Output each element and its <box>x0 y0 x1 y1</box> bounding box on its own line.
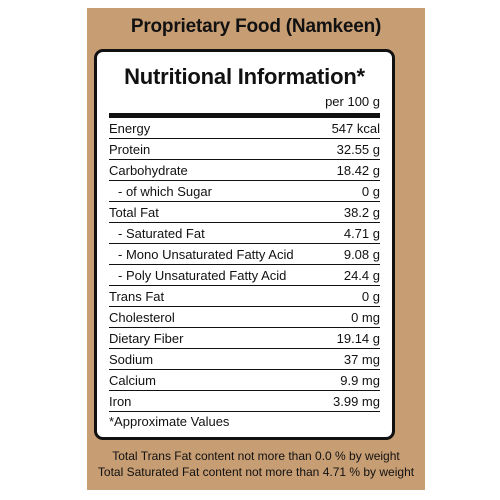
regulatory-notes: Total Trans Fat content not more than 0.… <box>87 448 425 480</box>
nutrient-row: - of which Sugar 0 g <box>109 181 380 202</box>
nutrient-row: Calcium 9.9 mg <box>109 370 380 391</box>
nutrient-name: Total Fat <box>109 204 159 220</box>
nutrient-value: 4.71 g <box>343 225 380 241</box>
nutrient-name: Carbohydrate <box>109 162 188 178</box>
nutrient-row: Protein 32.55 g <box>109 139 380 160</box>
nutrient-name: Dietary Fiber <box>109 330 184 346</box>
nutrient-name: Iron <box>109 393 132 409</box>
nutrient-name: Protein <box>109 141 151 157</box>
nutrient-name: Trans Fat <box>109 288 165 304</box>
nutrient-name: Cholesterol <box>109 309 175 325</box>
nutrient-value: 32.55 g <box>336 141 380 157</box>
nutrient-value: 37 mg <box>343 351 380 367</box>
nutrient-row: Energy 547 kcal <box>109 118 380 139</box>
nutrient-row: - Poly Unsaturated Fatty Acid 24.4 g <box>109 265 380 286</box>
nutrition-panel: Nutritional Information* per 100 g Energ… <box>94 49 395 440</box>
nutrient-value: 0 g <box>361 288 380 304</box>
per-unit-label: per 100 g <box>325 94 380 109</box>
panel-title: Nutritional Information* <box>124 64 365 89</box>
nutrient-value: 9.9 mg <box>340 372 380 388</box>
nutrient-value: 24.4 g <box>343 267 380 283</box>
nutrient-row: Dietary Fiber 19.14 g <box>109 328 380 349</box>
nutrient-name: Energy <box>109 120 151 136</box>
nutrient-name: - Saturated Fat <box>118 225 205 241</box>
nutrient-row: Carbohydrate 18.42 g <box>109 160 380 181</box>
header-divider <box>109 113 380 118</box>
nutrient-row: Total Fat 38.2 g <box>109 202 380 223</box>
nutrient-value: 19.14 g <box>336 330 380 346</box>
nutrient-value: 0 mg <box>351 309 380 325</box>
nutrient-row: Cholesterol 0 mg <box>109 307 380 328</box>
footnote: *Approximate Values <box>109 414 230 429</box>
nutrient-value: 38.2 g <box>343 204 380 220</box>
nutrient-name: - Poly Unsaturated Fatty Acid <box>118 267 287 283</box>
nutrient-table: Energy 547 kcal Protein 32.55 g Carbohydrate… <box>109 118 380 412</box>
nutrient-row: Iron 3.99 mg <box>109 391 380 412</box>
nutrient-row: Trans Fat 0 g <box>109 286 380 307</box>
product-title: Proprietary Food (Namkeen) <box>130 16 382 37</box>
nutrient-row: - Mono Unsaturated Fatty Acid 9.08 g <box>109 244 380 265</box>
nutrient-name: Calcium <box>109 372 156 388</box>
saturated-fat-note: Total Saturated Fat content not more tha… <box>97 465 415 479</box>
nutrient-value: 18.42 g <box>336 162 380 178</box>
nutrient-name: - of which Sugar <box>118 183 212 199</box>
nutrient-value: 9.08 g <box>343 246 380 262</box>
nutrient-value: 547 kcal <box>331 120 380 136</box>
nutrient-value: 3.99 mg <box>333 393 380 409</box>
nutrient-name: - Mono Unsaturated Fatty Acid <box>118 246 294 262</box>
nutrient-name: Sodium <box>109 351 154 367</box>
trans-fat-note: Total Trans Fat content not more than 0.… <box>112 449 400 463</box>
nutrient-value: 0 g <box>361 183 380 199</box>
nutrient-row: Sodium 37 mg <box>109 349 380 370</box>
nutrient-row: - Saturated Fat 4.71 g <box>109 223 380 244</box>
nutrition-label-pack: Proprietary Food (Namkeen) Nutritional I… <box>87 8 425 490</box>
